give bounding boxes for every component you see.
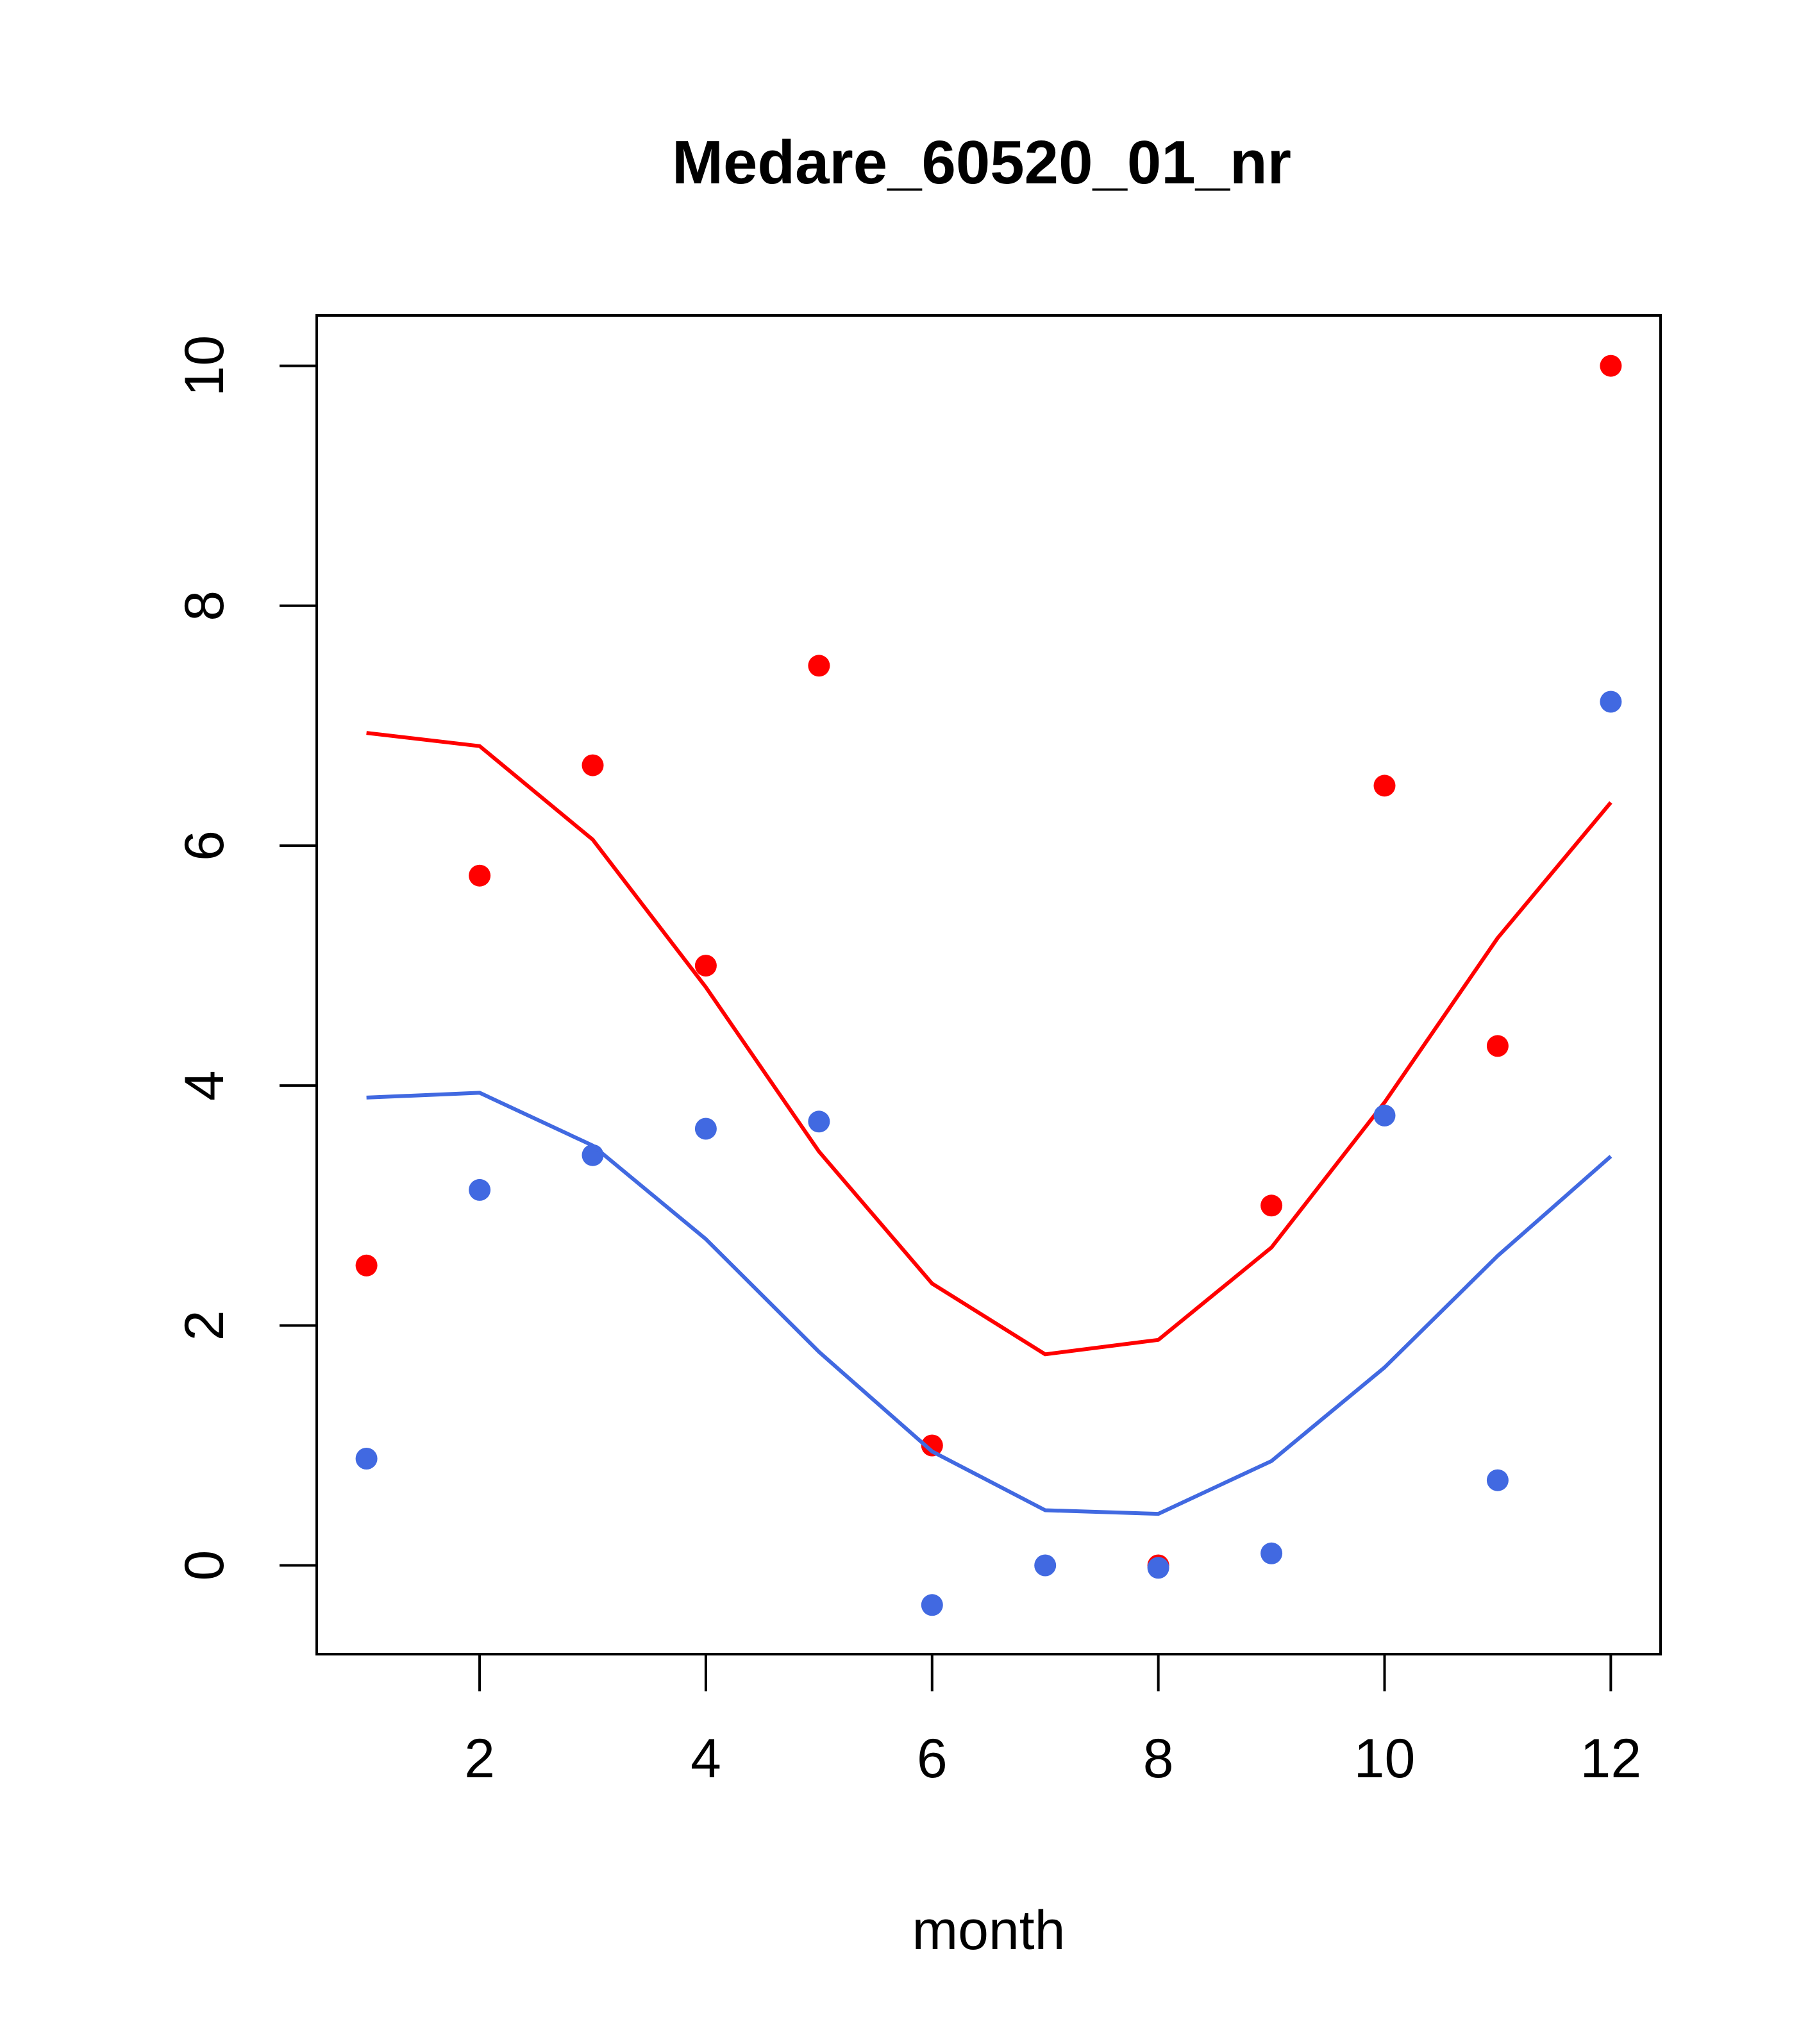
- data-point: [1260, 1194, 1283, 1217]
- data-point: [1260, 1542, 1283, 1564]
- data-point: [808, 655, 830, 677]
- y-tick-label: 6: [174, 830, 235, 861]
- data-point: [1034, 1554, 1057, 1577]
- chart-title: Medare_60520_01_nr: [672, 128, 1291, 197]
- data-point: [694, 955, 717, 977]
- data-point: [1486, 1469, 1509, 1491]
- x-tick-label: 4: [691, 1728, 721, 1789]
- x-tick-label: 2: [464, 1728, 495, 1789]
- data-point: [1486, 1035, 1509, 1057]
- series-line: [366, 731, 1612, 1357]
- series-blue-points: [355, 691, 1622, 1616]
- x-tick-label: 8: [1143, 1728, 1174, 1789]
- y-tick-label: 8: [174, 591, 235, 621]
- data-point: [694, 1118, 717, 1140]
- data-point: [1373, 775, 1396, 797]
- data-point: [582, 754, 604, 776]
- x-axis: 2 4 6 8 10 12: [464, 1653, 1642, 1789]
- data-point: [1600, 355, 1622, 377]
- x-tick-label: 10: [1354, 1728, 1416, 1789]
- data-point: [469, 1178, 491, 1201]
- data-point: [921, 1594, 943, 1616]
- x-tick-label: 6: [917, 1728, 948, 1789]
- data-point: [921, 1434, 943, 1457]
- y-tick-label: 10: [174, 335, 235, 397]
- data-point: [355, 1254, 378, 1277]
- series-red-line: [366, 731, 1612, 1357]
- series-layer: [355, 355, 1622, 1616]
- plot-frame: [315, 314, 1662, 1655]
- data-point: [355, 1448, 378, 1470]
- data-point: [1600, 691, 1622, 713]
- y-tick-label: 2: [174, 1310, 235, 1341]
- y-tick-label: 0: [174, 1550, 235, 1581]
- data-point: [469, 864, 491, 887]
- data-point: [1147, 1557, 1169, 1579]
- data-point: [808, 1110, 830, 1133]
- series-line: [366, 1091, 1612, 1516]
- series-red-points: [355, 355, 1622, 1577]
- series-blue-line: [366, 1091, 1612, 1516]
- data-point: [1373, 1104, 1396, 1127]
- x-axis-label: month: [912, 1900, 1065, 1961]
- x-tick-label: 12: [1580, 1728, 1642, 1789]
- y-tick-label: 4: [174, 1070, 235, 1101]
- y-axis: 0 2 4 6 8 10: [174, 335, 318, 1581]
